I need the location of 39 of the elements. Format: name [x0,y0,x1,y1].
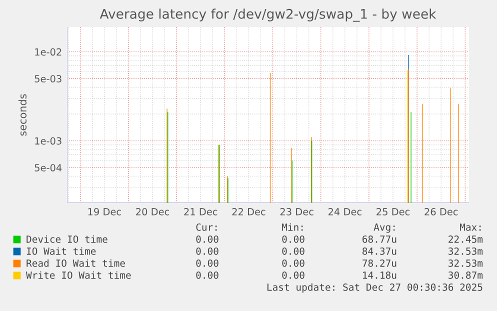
y-axis-title: seconds [18,94,27,136]
legend-label: Write IO Wait time [26,271,131,279]
text: 78.27u [362,259,396,267]
x-tick-label: 22 Dec [232,208,266,216]
x-tick-label: 26 Dec [424,208,458,216]
text: Min: [282,223,303,231]
text: 0.00 [282,235,304,243]
text: Avg: [374,224,395,233]
x-tick-label: 21 Dec [184,208,218,216]
text: Last update: Sat Dec 27 00:30:36 2025 [267,283,482,293]
text: 0.00 [196,247,218,255]
text: 0.00 [196,271,218,279]
text: 84.37u [362,247,396,255]
text: 32.53m [448,259,483,267]
legend-label: Device IO time [26,235,108,243]
text: 0.00 [282,247,304,255]
text: 14.18u [363,271,396,279]
text: Cur: [196,223,217,231]
text: 68.77u [362,235,396,243]
text: 0.00 [196,235,218,243]
y-tick-label: 5e-03 [34,75,62,82]
text: 0.00 [282,259,304,267]
text: 32.53m [448,247,483,255]
x-tick-label: 19 Dec [88,208,121,216]
x-tick-label: 23 Dec [280,208,314,216]
text: 22.45m [448,235,483,243]
y-tick-label: 1e-02 [35,48,62,56]
text: 0.00 [196,259,218,267]
x-tick-label: 25 Dec [376,208,410,216]
text: Max: [460,224,481,231]
legend-label: Read IO Wait time [26,259,125,267]
legend-label: IO Wait time [26,247,96,255]
text: 30.87m [448,271,483,279]
x-tick-label: 24 Dec [328,208,362,216]
y-tick-label: 5e-04 [34,164,62,172]
text: 0.00 [282,271,304,279]
chart-title: Average latency for /dev/gw2-vg/swap_1 - by week [100,8,436,22]
y-tick-label: 1e-03 [35,137,62,145]
x-tick-label: 20 Dec [136,208,170,216]
